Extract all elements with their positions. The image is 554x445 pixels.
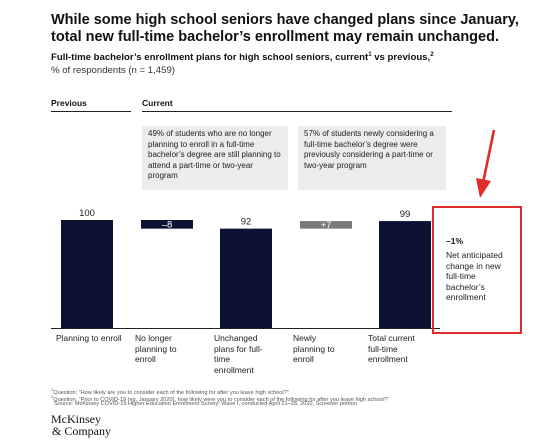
- chart-title: While some high school seniors have chan…: [51, 12, 519, 45]
- previous-header-rule: [51, 111, 131, 112]
- note-newly-planning: 57% of students newly considering a full…: [298, 126, 446, 190]
- annotation-arrow-head: [476, 178, 491, 198]
- bar-planning: [61, 220, 113, 328]
- footnote-2: 2Question: “Prior to COVID-19 (eg, Janua…: [51, 393, 389, 404]
- previous-column-header: Previous: [51, 98, 87, 108]
- footnote-2-text: Question: “Prior to COVID-19 (eg, Januar…: [53, 396, 389, 403]
- bar-unchanged: [220, 228, 272, 328]
- subtitle-footnote-2: 2: [430, 52, 434, 58]
- footnote-1: 1Question: “How likely are you to consid…: [51, 386, 289, 397]
- bar-total: [379, 221, 431, 328]
- subtitle-text: Full-time bachelor’s enrollment plans fo…: [51, 52, 369, 64]
- data-label-planning: 100: [79, 208, 95, 219]
- footnote-1-text: Question: “How likely are you to conside…: [53, 389, 289, 396]
- category-label-newly: Newly planning to enroll: [293, 333, 335, 364]
- logo-line-2: & Company: [52, 424, 111, 438]
- subtitle-footnote-1: 1: [368, 52, 372, 58]
- footnote-source: Source: McKinsey COVID-19 Higher Educati…: [54, 401, 357, 407]
- footnote-1-marker: 1: [51, 387, 54, 392]
- net-change-description: Net anticipated change in new full-time …: [446, 250, 503, 302]
- chart-subtitle: Full-time bachelor’s enrollment plans fo…: [51, 52, 546, 63]
- category-label-total: Total current full-time enrollment: [368, 333, 415, 364]
- category-label-unchanged: Unchanged plans for full-time enrollment: [214, 333, 263, 375]
- mckinsey-logo: McKinsey & Company: [51, 413, 111, 437]
- data-label-total: 99: [400, 209, 411, 220]
- data-label-no-longer: –8: [162, 220, 173, 231]
- category-label-no-longer: No longer planning to enroll: [135, 333, 177, 364]
- annotation-arrow-shaft: [481, 129, 496, 184]
- net-change-value: –1%: [446, 236, 464, 246]
- data-label-unchanged: 92: [241, 217, 252, 228]
- bar-newly: [300, 221, 352, 229]
- unit-note: % of respondents (n = 1,459): [51, 65, 175, 76]
- data-label-newly: +7: [321, 220, 332, 231]
- current-header-rule: [142, 111, 452, 112]
- note-no-longer-planning: 49% of students who are no longer planni…: [142, 126, 288, 190]
- footnote-2-marker: 2: [51, 394, 54, 399]
- logo-line-1: McKinsey: [51, 412, 101, 426]
- category-label-planning: Planning to enroll: [56, 333, 122, 343]
- bar-no-longer: [141, 220, 193, 229]
- callout-highlight-box: [432, 206, 522, 334]
- subtitle-mid: vs previous,: [371, 52, 431, 64]
- current-column-header: Current: [142, 98, 173, 108]
